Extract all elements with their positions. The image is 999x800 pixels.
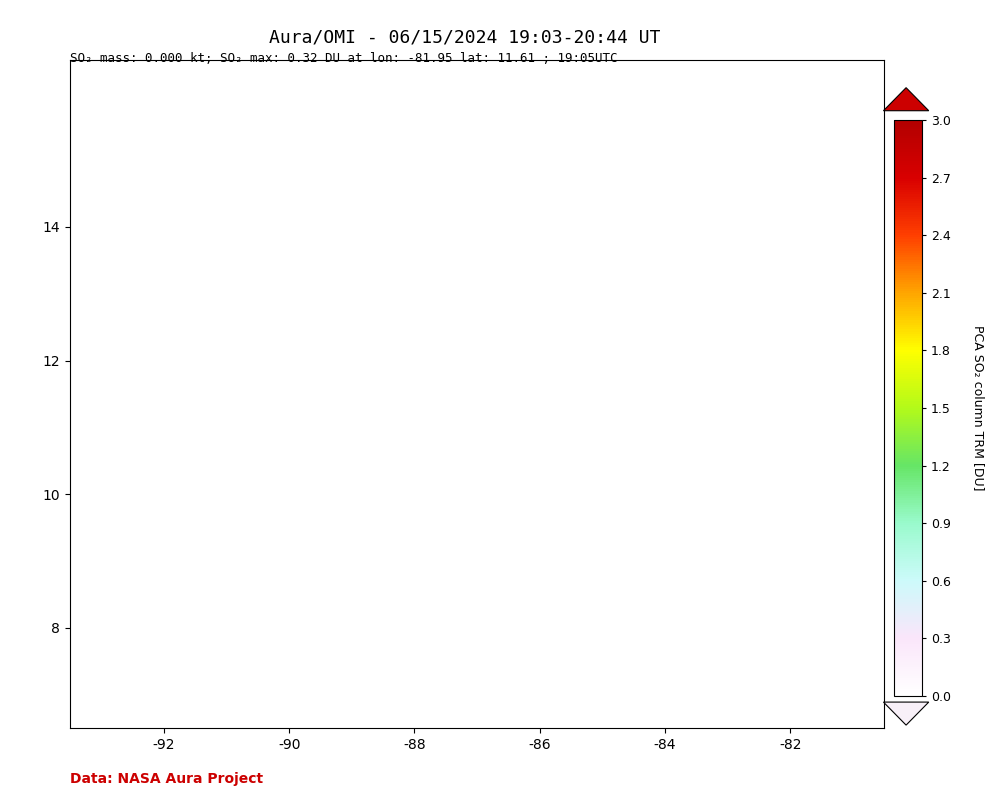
Text: Aura/OMI - 06/15/2024 19:03-20:44 UT: Aura/OMI - 06/15/2024 19:03-20:44 UT: [269, 28, 660, 46]
Text: SO₂ mass: 0.000 kt; SO₂ max: 0.32 DU at lon: -81.95 lat: 11.61 ; 19:05UTC: SO₂ mass: 0.000 kt; SO₂ max: 0.32 DU at …: [70, 52, 617, 65]
Polygon shape: [883, 88, 929, 110]
Text: Data: NASA Aura Project: Data: NASA Aura Project: [70, 771, 263, 786]
Polygon shape: [883, 702, 929, 725]
Y-axis label: PCA SO₂ column TRM [DU]: PCA SO₂ column TRM [DU]: [972, 326, 985, 490]
